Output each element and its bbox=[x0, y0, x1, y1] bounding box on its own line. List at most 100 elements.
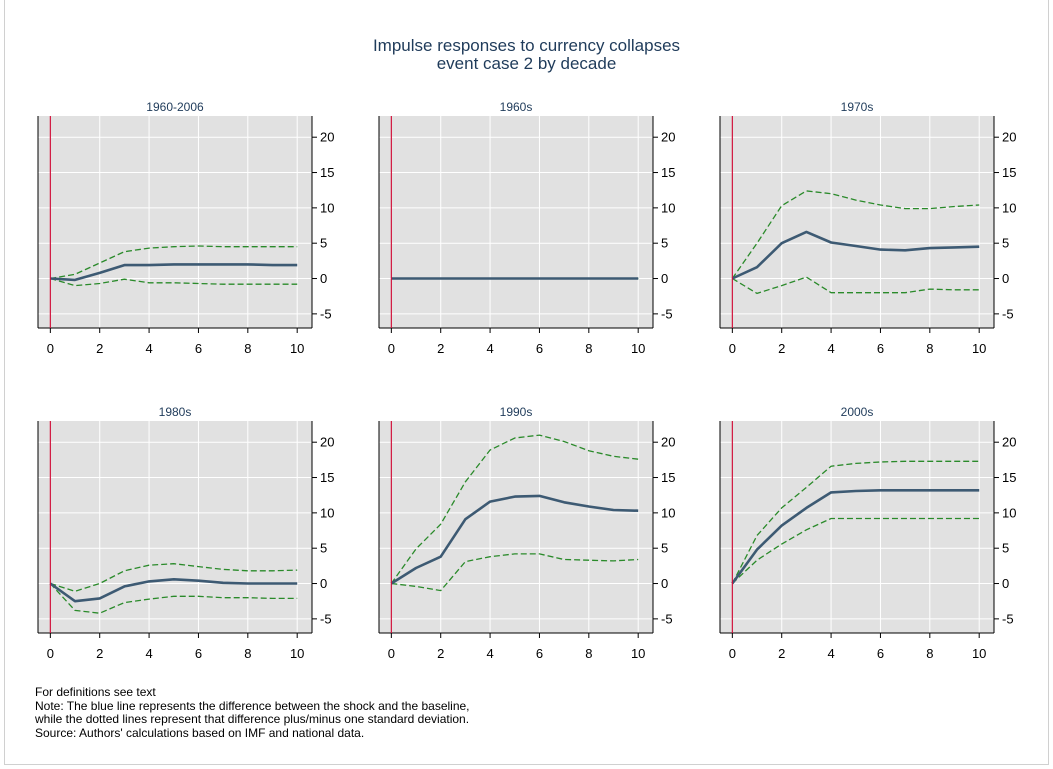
y-tick-label: 10 bbox=[320, 505, 334, 520]
chart-title: Impulse responses to currency collapses bbox=[372, 36, 681, 55]
x-tick-label: 10 bbox=[631, 341, 645, 356]
plot-area bbox=[720, 421, 994, 633]
x-tick-label: 8 bbox=[926, 341, 933, 356]
x-tick-label: 2 bbox=[96, 646, 103, 661]
y-tick-label: 15 bbox=[1002, 165, 1016, 180]
y-tick-label: 20 bbox=[1002, 435, 1016, 450]
chart-panel: 1970s -5 0 5 10 15 20 0 2 4 6 8 10 bbox=[719, 100, 1016, 356]
response-line bbox=[731, 230, 980, 280]
note-line-dotted: while the dotted lines represent that di… bbox=[35, 712, 470, 726]
x-tick-label: 0 bbox=[388, 646, 395, 661]
chart-panel: 1980s -5 0 5 10 15 20 0 2 4 6 8 10 bbox=[37, 405, 334, 661]
x-tick-label: 8 bbox=[244, 646, 251, 661]
y-tick-label: 15 bbox=[320, 470, 334, 485]
panel-title: 1960s bbox=[500, 100, 533, 114]
y-tick-label: 20 bbox=[661, 130, 675, 145]
note-line-source: Source: Authors' calculations based on I… bbox=[35, 725, 365, 740]
x-tick-label: 4 bbox=[827, 646, 834, 661]
x-tick-label: 8 bbox=[244, 341, 251, 356]
panel-title: 1980s bbox=[159, 405, 192, 419]
chart-panel: 2000s -5 0 5 10 15 20 0 2 4 6 8 10 bbox=[719, 405, 1016, 661]
y-tick-label: 10 bbox=[320, 200, 334, 215]
x-tick-label: 2 bbox=[778, 341, 785, 356]
chart-panel: 1960s -5 0 5 10 15 20 0 2 4 6 8 10 bbox=[378, 100, 675, 356]
y-tick-label: 20 bbox=[320, 435, 334, 450]
y-tick-label: -5 bbox=[661, 306, 673, 321]
chart-panel: 1960-2006 -5 0 5 10 15 20 0 2 4 6 8 10 bbox=[37, 100, 334, 356]
y-tick-label: -5 bbox=[661, 611, 673, 626]
band-lower-line bbox=[50, 277, 298, 287]
x-tick-label: 2 bbox=[437, 341, 444, 356]
y-tick-label: 15 bbox=[661, 470, 675, 485]
x-tick-label: 6 bbox=[536, 341, 543, 356]
response-line bbox=[390, 494, 639, 585]
note-line-blue: Note: The blue line represents the diffe… bbox=[35, 698, 470, 713]
notes-block: For definitions see text Note: The blue … bbox=[35, 685, 470, 740]
x-tick-label: 4 bbox=[486, 341, 493, 356]
x-tick-label: 6 bbox=[877, 646, 884, 661]
x-tick-label: 2 bbox=[96, 341, 103, 356]
y-tick-label: 0 bbox=[1002, 576, 1009, 591]
chart-panel: 1990s -5 0 5 10 15 20 0 2 4 6 8 10 bbox=[378, 405, 675, 661]
x-tick-label: 2 bbox=[778, 646, 785, 661]
x-tick-label: 0 bbox=[729, 341, 736, 356]
plot-area bbox=[38, 116, 312, 328]
x-tick-label: 8 bbox=[585, 341, 592, 356]
y-tick-label: 20 bbox=[320, 130, 334, 145]
band-upper-line bbox=[731, 190, 980, 279]
x-tick-label: 10 bbox=[972, 646, 986, 661]
band-upper-line bbox=[731, 460, 980, 584]
x-tick-label: 4 bbox=[145, 646, 152, 661]
y-tick-label: 5 bbox=[661, 236, 668, 251]
band-lower-line bbox=[731, 276, 980, 295]
response-line bbox=[731, 488, 980, 585]
y-tick-label: 5 bbox=[1002, 236, 1009, 251]
band-lower-line bbox=[731, 517, 980, 584]
y-tick-label: 15 bbox=[1002, 470, 1016, 485]
x-tick-label: 10 bbox=[290, 341, 304, 356]
y-tick-label: 20 bbox=[661, 435, 675, 450]
x-tick-label: 2 bbox=[437, 646, 444, 661]
band-upper-line bbox=[50, 563, 298, 592]
y-tick-label: 15 bbox=[320, 165, 334, 180]
y-tick-label: 10 bbox=[1002, 505, 1016, 520]
y-tick-label: 5 bbox=[320, 541, 327, 556]
panel-title: 2000s bbox=[841, 405, 874, 419]
x-tick-label: 6 bbox=[877, 341, 884, 356]
y-tick-label: 5 bbox=[1002, 541, 1009, 556]
x-tick-label: 0 bbox=[47, 646, 54, 661]
x-tick-label: 0 bbox=[388, 341, 395, 356]
y-tick-label: -5 bbox=[1002, 306, 1014, 321]
x-tick-label: 10 bbox=[972, 341, 986, 356]
y-tick-label: 15 bbox=[661, 165, 675, 180]
x-tick-label: 6 bbox=[195, 646, 202, 661]
band-lower-line bbox=[391, 553, 639, 592]
x-tick-label: 0 bbox=[729, 646, 736, 661]
panel-title: 1990s bbox=[500, 405, 533, 419]
y-tick-label: -5 bbox=[320, 611, 332, 626]
y-tick-label: 20 bbox=[1002, 130, 1016, 145]
y-tick-label: 5 bbox=[661, 541, 668, 556]
x-tick-label: 6 bbox=[195, 341, 202, 356]
figure-frame bbox=[4, 0, 1049, 765]
plot-area bbox=[720, 116, 994, 328]
y-tick-label: 5 bbox=[320, 236, 327, 251]
y-tick-label: 0 bbox=[1002, 271, 1009, 286]
panel-title: 1960-2006 bbox=[146, 100, 204, 114]
plot-area bbox=[379, 116, 653, 328]
y-tick-label: 0 bbox=[661, 576, 668, 591]
plot-area bbox=[379, 421, 653, 633]
panel-title: 1970s bbox=[841, 100, 874, 114]
x-tick-label: 10 bbox=[631, 646, 645, 661]
x-tick-label: 4 bbox=[486, 646, 493, 661]
chart-subtitle: event case 2 by decade bbox=[436, 54, 617, 73]
y-tick-label: 10 bbox=[1002, 200, 1016, 215]
x-tick-label: 0 bbox=[47, 341, 54, 356]
y-tick-label: 0 bbox=[320, 271, 327, 286]
band-upper-line bbox=[390, 434, 639, 584]
x-tick-label: 6 bbox=[536, 646, 543, 661]
y-tick-label: 0 bbox=[661, 271, 668, 286]
x-tick-label: 4 bbox=[827, 341, 834, 356]
x-tick-label: 8 bbox=[926, 646, 933, 661]
